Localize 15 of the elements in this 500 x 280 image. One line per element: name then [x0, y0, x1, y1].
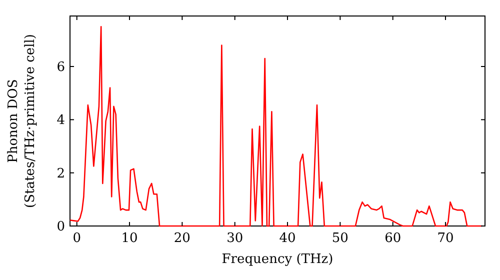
line-series	[69, 26, 484, 227]
x-tick-label: 0	[72, 231, 81, 246]
x-tick-label: 10	[121, 231, 138, 246]
y-tick-label: 6	[56, 60, 65, 76]
x-tick-label: 20	[174, 231, 190, 246]
x-axis-title: Frequency (THz)	[222, 252, 334, 267]
y-tick-label: 2	[56, 166, 65, 182]
y-tick-label: 4	[56, 113, 65, 128]
x-tick-label: 60	[384, 231, 402, 246]
y-axis-title: Phonon DOS (States/THz·primitive cell)	[6, 34, 38, 208]
x-tick-label: 30	[226, 231, 244, 246]
x-tick-label: 40	[279, 231, 296, 246]
x-tick-label: 50	[332, 231, 348, 246]
y-tick-label: 0	[56, 220, 65, 235]
x-tick-label: 70	[437, 231, 454, 246]
